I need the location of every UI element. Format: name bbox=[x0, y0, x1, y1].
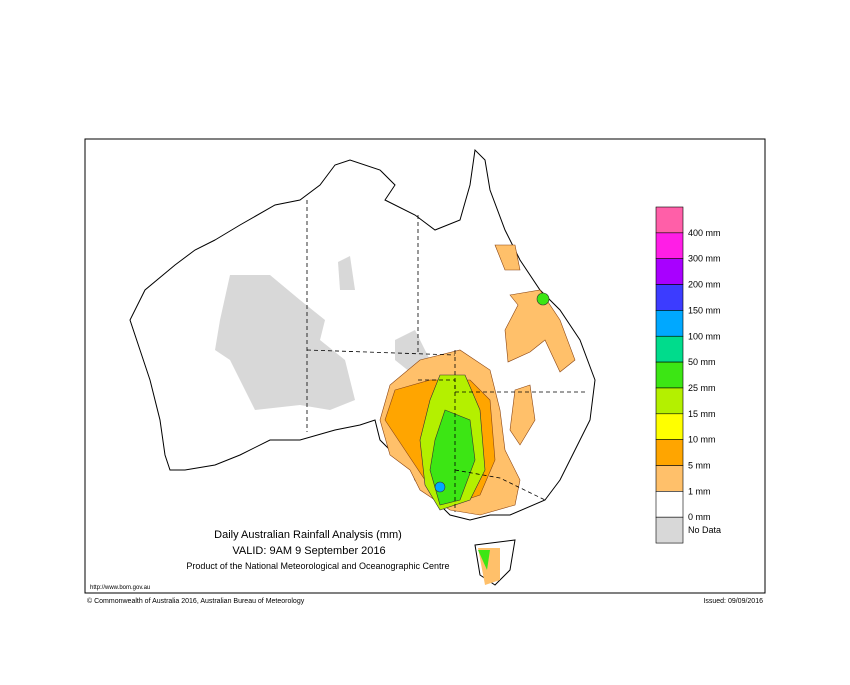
legend-label: 50 mm bbox=[688, 357, 716, 367]
legend-label: 200 mm bbox=[688, 280, 721, 290]
legend-swatch bbox=[655, 284, 684, 311]
product-note: Product of the National Meteorological a… bbox=[186, 561, 449, 571]
legend-label: 150 mm bbox=[688, 305, 721, 315]
copyright: © Commonwealth of Australia 2016, Austra… bbox=[87, 597, 305, 605]
rain-25mm bbox=[478, 550, 490, 570]
legend-swatch bbox=[655, 491, 684, 518]
title: Daily Australian Rainfall Analysis (mm) bbox=[214, 529, 402, 541]
no-data-area bbox=[338, 256, 355, 290]
legend: 400 mm 300 mm 200 mm 150 mm 100 mm 50 mm 25 mm… bbox=[655, 206, 721, 544]
legend-swatch bbox=[655, 465, 684, 492]
legend-swatch bbox=[655, 310, 684, 337]
legend-swatch bbox=[655, 413, 684, 440]
legend-swatch bbox=[655, 206, 684, 234]
rain-1mm bbox=[494, 244, 521, 271]
no-data-area bbox=[215, 275, 355, 410]
rain-25mm bbox=[536, 292, 550, 306]
rain-100mm bbox=[434, 481, 446, 493]
issued: Issued: 09/09/2016 bbox=[703, 598, 763, 605]
legend-swatch bbox=[655, 335, 684, 363]
url: http://www.bom.gov.au bbox=[90, 585, 150, 591]
legend-label: 10 mm bbox=[688, 435, 716, 445]
state-border bbox=[306, 349, 456, 356]
state-border bbox=[454, 469, 546, 501]
rain-25mm bbox=[429, 409, 476, 506]
legend-label: No Data bbox=[688, 525, 721, 535]
map bbox=[129, 148, 596, 586]
legend-label: 25 mm bbox=[688, 383, 716, 393]
legend-swatch bbox=[655, 361, 684, 389]
legend-swatch bbox=[655, 387, 684, 415]
legend-label: 100 mm bbox=[688, 331, 721, 341]
legend-swatch bbox=[655, 258, 684, 285]
legend-swatch bbox=[655, 232, 684, 260]
legend-label: 1 mm bbox=[688, 486, 711, 496]
valid-time: VALID: 9AM 9 September 2016 bbox=[232, 545, 385, 557]
legend-label: 300 mm bbox=[688, 254, 721, 264]
legend-label: 400 mm bbox=[688, 228, 721, 238]
legend-swatch bbox=[655, 516, 684, 544]
legend-label: 15 mm bbox=[688, 409, 716, 419]
rain-1mm bbox=[504, 289, 576, 373]
legend-label: 5 mm bbox=[688, 461, 711, 471]
legend-label: 0 mm bbox=[688, 512, 711, 522]
rain-1mm bbox=[509, 384, 536, 446]
state-border bbox=[418, 379, 585, 393]
legend-swatch bbox=[655, 439, 684, 466]
